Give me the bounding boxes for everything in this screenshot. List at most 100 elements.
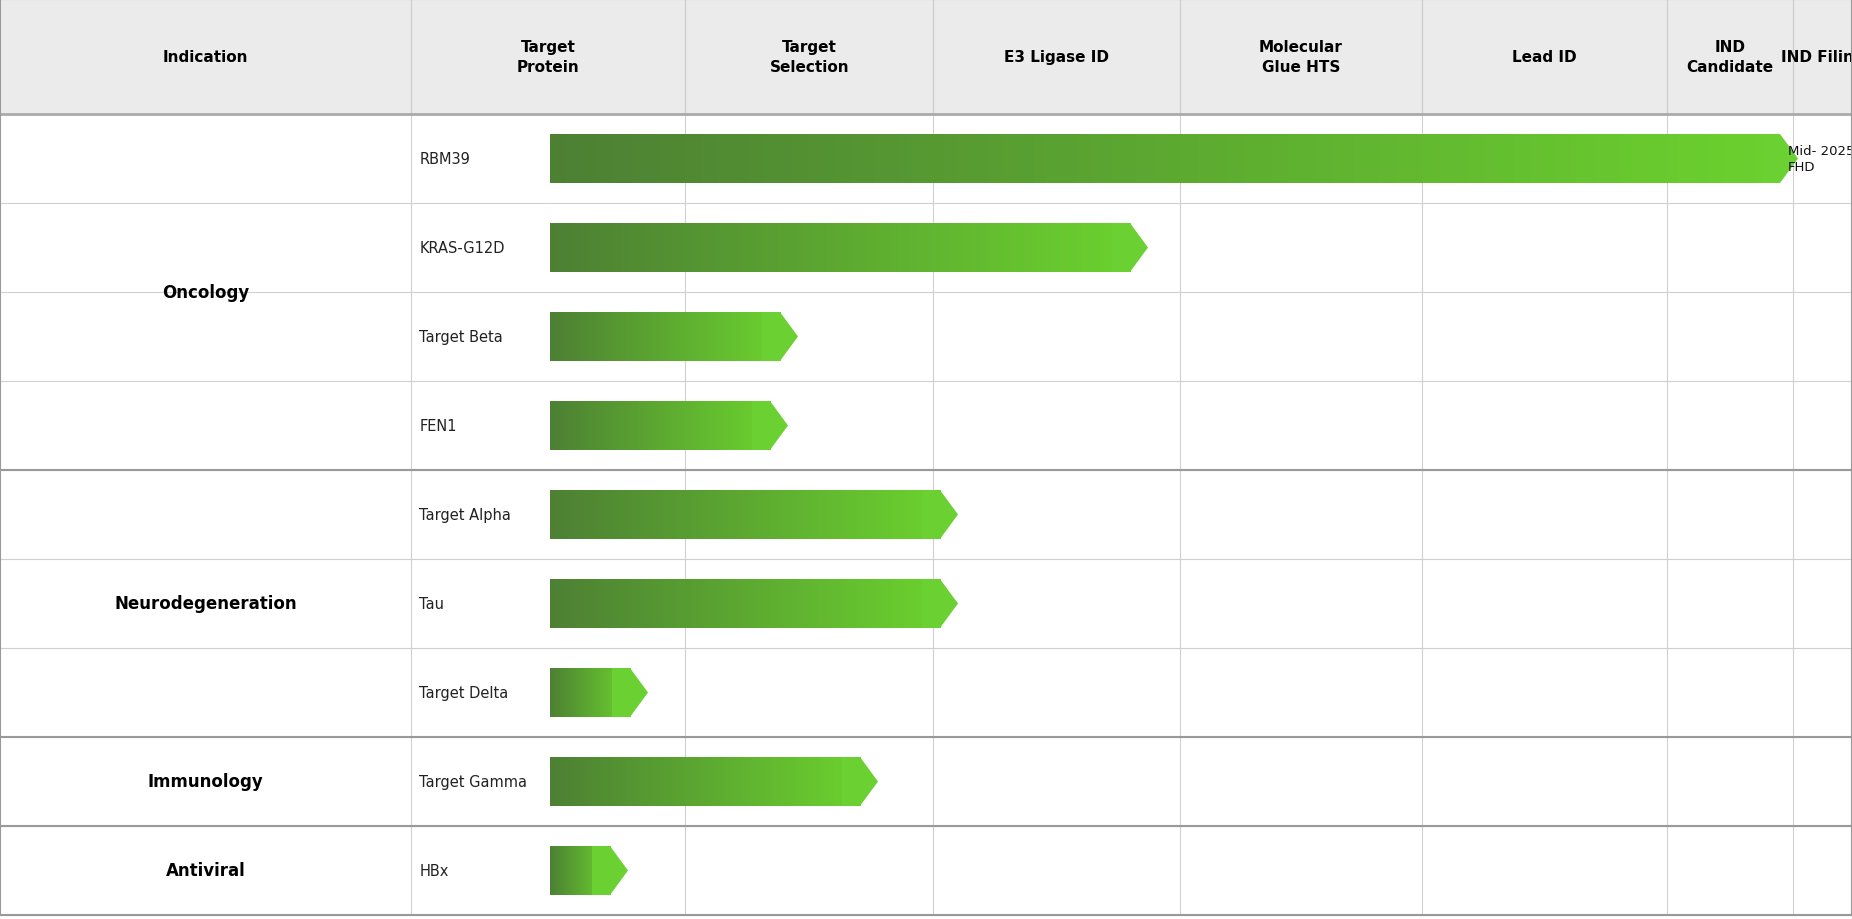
Bar	[804, 224, 806, 273]
Bar	[628, 135, 633, 184]
Bar	[850, 135, 854, 184]
Text: Oncology: Oncology	[161, 284, 250, 301]
Bar	[606, 224, 609, 273]
Bar	[733, 224, 735, 273]
Bar	[643, 224, 644, 273]
Bar	[0, 560, 1852, 648]
Bar	[1682, 135, 1685, 184]
Bar	[824, 224, 828, 273]
Bar	[1046, 224, 1050, 273]
Bar	[833, 135, 837, 184]
Bar	[869, 224, 872, 273]
Bar	[843, 757, 859, 806]
Bar	[845, 224, 846, 273]
Bar	[626, 224, 628, 273]
Bar	[1432, 135, 1435, 184]
Bar	[1456, 135, 1461, 184]
Bar	[902, 135, 907, 184]
Bar	[748, 224, 752, 273]
Text: Target
Selection: Target Selection	[770, 40, 848, 74]
Bar	[783, 224, 787, 273]
Bar	[1096, 224, 1100, 273]
Text: KRAS-G12D: KRAS-G12D	[419, 241, 504, 255]
Bar	[800, 135, 806, 184]
Bar	[635, 224, 637, 273]
Bar	[919, 135, 924, 184]
Bar	[1030, 135, 1033, 184]
Bar	[1089, 224, 1093, 273]
Bar	[952, 135, 956, 184]
Bar	[1056, 224, 1059, 273]
Bar	[1195, 135, 1198, 184]
Bar	[665, 224, 667, 273]
Bar	[1209, 135, 1215, 184]
Bar	[1272, 135, 1276, 184]
Bar	[1726, 135, 1732, 184]
Bar	[1045, 224, 1048, 273]
Bar	[817, 224, 819, 273]
Bar	[1035, 224, 1037, 273]
Bar	[1085, 224, 1087, 273]
Bar	[1067, 224, 1069, 273]
Bar	[1324, 135, 1330, 184]
Bar	[1091, 135, 1096, 184]
Bar	[865, 224, 867, 273]
Bar	[1239, 135, 1243, 184]
Bar	[783, 135, 789, 184]
Bar	[854, 135, 857, 184]
Bar	[965, 224, 969, 273]
Bar	[565, 224, 569, 273]
Bar	[1083, 224, 1085, 273]
Bar	[839, 224, 841, 273]
Bar	[1698, 135, 1702, 184]
Polygon shape	[1761, 135, 1798, 184]
Bar	[1517, 135, 1522, 184]
Bar	[613, 224, 617, 273]
Bar	[607, 224, 611, 273]
Bar	[1107, 135, 1113, 184]
Bar	[676, 224, 678, 273]
Bar	[1048, 224, 1052, 273]
Bar	[1052, 224, 1056, 273]
Bar	[717, 224, 719, 273]
Bar	[1000, 224, 1004, 273]
Bar	[1493, 135, 1498, 184]
Bar	[976, 135, 982, 184]
Bar	[687, 224, 689, 273]
Bar	[1115, 224, 1117, 273]
Bar	[1526, 135, 1530, 184]
Bar	[1689, 135, 1695, 184]
Bar	[1428, 135, 1432, 184]
Bar	[619, 224, 620, 273]
Bar	[1496, 135, 1502, 184]
Bar	[743, 224, 746, 273]
Bar	[665, 135, 669, 184]
Bar	[1050, 224, 1054, 273]
Bar	[1007, 224, 1011, 273]
Bar	[1702, 135, 1708, 184]
Bar	[1415, 135, 1420, 184]
Bar	[1563, 135, 1567, 184]
Bar	[767, 135, 772, 184]
Bar	[1076, 224, 1078, 273]
Bar	[628, 224, 630, 273]
Bar	[985, 224, 987, 273]
Bar	[1276, 135, 1280, 184]
Bar	[761, 312, 780, 361]
Bar	[1513, 135, 1519, 184]
Bar	[554, 224, 556, 273]
Bar	[895, 135, 898, 184]
Bar	[920, 224, 924, 273]
Bar	[887, 135, 891, 184]
Bar	[589, 224, 591, 273]
Bar	[691, 224, 693, 273]
Bar	[820, 135, 826, 184]
Bar	[919, 224, 922, 273]
Bar	[976, 224, 978, 273]
Text: Target Gamma: Target Gamma	[419, 774, 528, 789]
Bar	[552, 224, 554, 273]
Bar	[702, 135, 706, 184]
Bar	[726, 135, 732, 184]
Bar	[793, 135, 796, 184]
Bar	[922, 224, 926, 273]
